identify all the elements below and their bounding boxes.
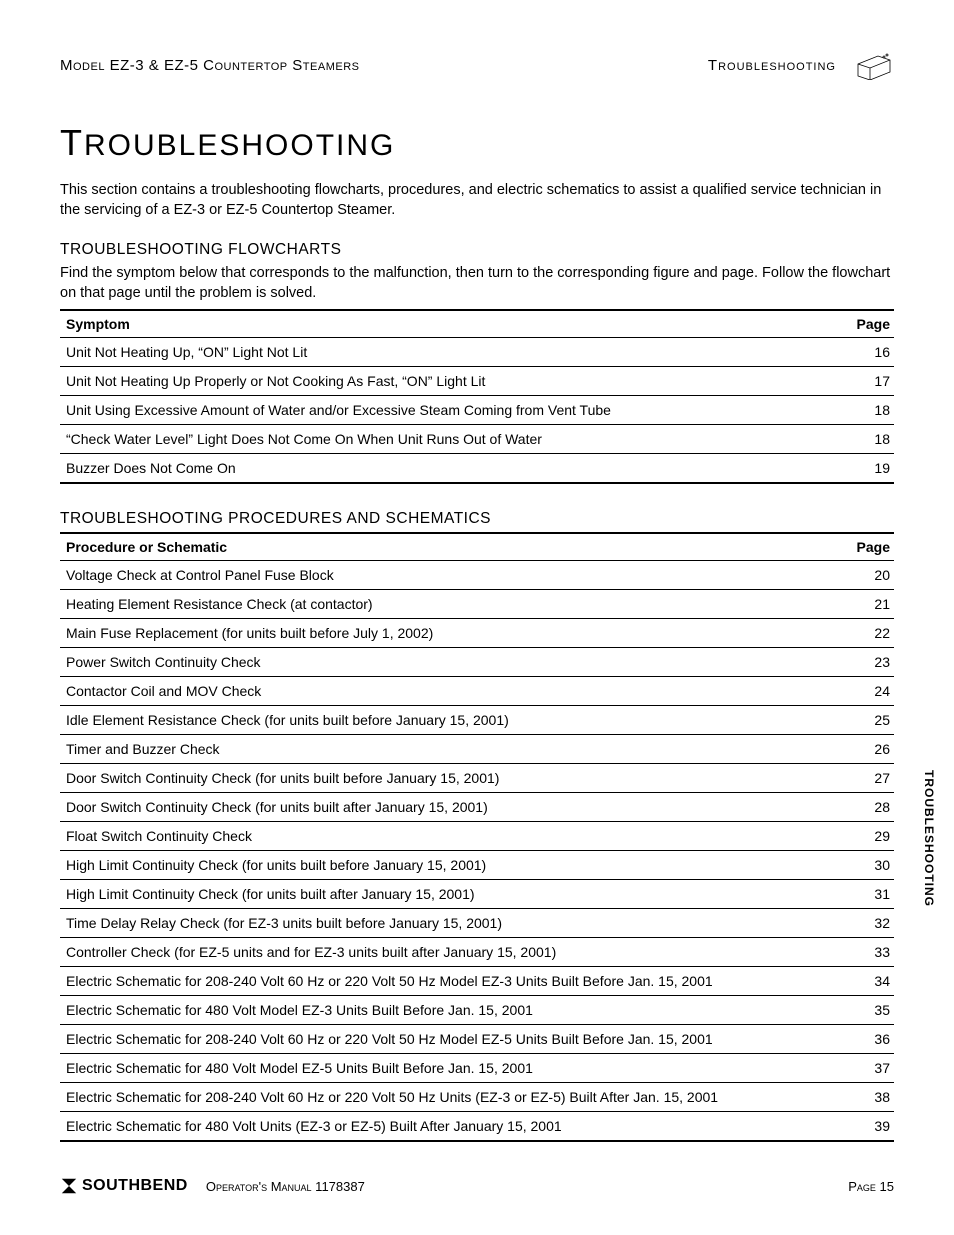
- page-cell: 38: [834, 1083, 894, 1112]
- procedure-cell: Electric Schematic for 480 Volt Model EZ…: [60, 1054, 834, 1083]
- procedure-cell: Controller Check (for EZ-5 units and for…: [60, 938, 834, 967]
- procedure-cell: Electric Schematic for 208-240 Volt 60 H…: [60, 1025, 834, 1054]
- page-cell: 25: [834, 706, 894, 735]
- symptom-cell: Unit Not Heating Up, “ON” Light Not Lit: [60, 338, 834, 367]
- symptom-cell: Unit Using Excessive Amount of Water and…: [60, 396, 834, 425]
- page-cell: 34: [834, 967, 894, 996]
- table-row: Electric Schematic for 480 Volt Model EZ…: [60, 996, 894, 1025]
- page-cell: 22: [834, 619, 894, 648]
- side-tab: TROUBLESHOOTING: [922, 770, 936, 907]
- table-row: Unit Not Heating Up, “ON” Light Not Lit1…: [60, 338, 894, 367]
- brand-logo: SOUTHBEND: [60, 1177, 188, 1195]
- col-page: Page: [834, 533, 894, 561]
- page-cell: 27: [834, 764, 894, 793]
- table-row: Door Switch Continuity Check (for units …: [60, 764, 894, 793]
- page-cell: 30: [834, 851, 894, 880]
- table-row: High Limit Continuity Check (for units b…: [60, 880, 894, 909]
- section2-heading: TROUBLESHOOTING PROCEDURES AND SCHEMATIC…: [60, 510, 894, 528]
- procedure-cell: Electric Schematic for 208-240 Volt 60 H…: [60, 1083, 834, 1112]
- footer-mid: Operator's Manual 1178387: [206, 1179, 848, 1194]
- table-row: Electric Schematic for 480 Volt Units (E…: [60, 1112, 894, 1142]
- procedure-cell: Power Switch Continuity Check: [60, 648, 834, 677]
- page-cell: 20: [834, 561, 894, 590]
- flowcharts-table: Symptom Page Unit Not Heating Up, “ON” L…: [60, 309, 894, 484]
- page-cell: 18: [834, 425, 894, 454]
- procedure-cell: Timer and Buzzer Check: [60, 735, 834, 764]
- page-cell: 18: [834, 396, 894, 425]
- table-row: Unit Not Heating Up Properly or Not Cook…: [60, 367, 894, 396]
- page-cell: 28: [834, 793, 894, 822]
- page-cell: 23: [834, 648, 894, 677]
- section1-desc: Find the symptom below that corresponds …: [60, 263, 894, 304]
- symptom-cell: “Check Water Level” Light Does Not Come …: [60, 425, 834, 454]
- brand-text: SOUTHBEND: [82, 1177, 188, 1195]
- table-row: Unit Using Excessive Amount of Water and…: [60, 396, 894, 425]
- symptom-cell: Buzzer Does Not Come On: [60, 454, 834, 484]
- procedure-cell: Electric Schematic for 480 Volt Units (E…: [60, 1112, 834, 1142]
- header-left: Model EZ-3 & EZ-5 Countertop Steamers: [60, 57, 359, 74]
- page-cell: 37: [834, 1054, 894, 1083]
- table-row: Electric Schematic for 208-240 Volt 60 H…: [60, 967, 894, 996]
- page-cell: 35: [834, 996, 894, 1025]
- table-row: Float Switch Continuity Check29: [60, 822, 894, 851]
- page-cell: 33: [834, 938, 894, 967]
- procedure-cell: Main Fuse Replacement (for units built b…: [60, 619, 834, 648]
- header-right: Troubleshooting: [708, 57, 836, 74]
- page-header: Model EZ-3 & EZ-5 Countertop Steamers Tr…: [60, 50, 894, 80]
- procedures-table: Procedure or Schematic Page Voltage Chec…: [60, 532, 894, 1142]
- table-row: Buzzer Does Not Come On19: [60, 454, 894, 484]
- col-procedure: Procedure or Schematic: [60, 533, 834, 561]
- procedure-cell: High Limit Continuity Check (for units b…: [60, 880, 834, 909]
- procedure-cell: Voltage Check at Control Panel Fuse Bloc…: [60, 561, 834, 590]
- table-row: Controller Check (for EZ-5 units and for…: [60, 938, 894, 967]
- table-row: Electric Schematic for 480 Volt Model EZ…: [60, 1054, 894, 1083]
- procedure-cell: Electric Schematic for 208-240 Volt 60 H…: [60, 967, 834, 996]
- page-cell: 31: [834, 880, 894, 909]
- page-cell: 24: [834, 677, 894, 706]
- table-row: Door Switch Continuity Check (for units …: [60, 793, 894, 822]
- page-cell: 16: [834, 338, 894, 367]
- table-row: “Check Water Level” Light Does Not Come …: [60, 425, 894, 454]
- section1-heading: TROUBLESHOOTING FLOWCHARTS: [60, 241, 894, 259]
- procedure-cell: Door Switch Continuity Check (for units …: [60, 793, 834, 822]
- procedure-cell: Time Delay Relay Check (for EZ-3 units b…: [60, 909, 834, 938]
- table-row: Electric Schematic for 208-240 Volt 60 H…: [60, 1025, 894, 1054]
- procedure-cell: High Limit Continuity Check (for units b…: [60, 851, 834, 880]
- table-row: Electric Schematic for 208-240 Volt 60 H…: [60, 1083, 894, 1112]
- page-title: TROUBLESHOOTING: [60, 122, 894, 164]
- table-row: High Limit Continuity Check (for units b…: [60, 851, 894, 880]
- footer-page: Page 15: [848, 1179, 894, 1194]
- table-row: Time Delay Relay Check (for EZ-3 units b…: [60, 909, 894, 938]
- page-cell: 39: [834, 1112, 894, 1142]
- table-row: Voltage Check at Control Panel Fuse Bloc…: [60, 561, 894, 590]
- table-row: Timer and Buzzer Check26: [60, 735, 894, 764]
- col-symptom: Symptom: [60, 310, 834, 338]
- procedure-cell: Float Switch Continuity Check: [60, 822, 834, 851]
- procedure-cell: Door Switch Continuity Check (for units …: [60, 764, 834, 793]
- intro-text: This section contains a troubleshooting …: [60, 180, 894, 221]
- footer: SOUTHBEND Operator's Manual 1178387 Page…: [60, 1177, 894, 1195]
- procedure-cell: Contactor Coil and MOV Check: [60, 677, 834, 706]
- table-row: Contactor Coil and MOV Check24: [60, 677, 894, 706]
- table-row: Main Fuse Replacement (for units built b…: [60, 619, 894, 648]
- page-cell: 21: [834, 590, 894, 619]
- page-cell: 32: [834, 909, 894, 938]
- table-row: Heating Element Resistance Check (at con…: [60, 590, 894, 619]
- steamer-icon: [854, 50, 894, 80]
- page-cell: 29: [834, 822, 894, 851]
- symptom-cell: Unit Not Heating Up Properly or Not Cook…: [60, 367, 834, 396]
- page-cell: 17: [834, 367, 894, 396]
- procedure-cell: Electric Schematic for 480 Volt Model EZ…: [60, 996, 834, 1025]
- page-cell: 19: [834, 454, 894, 484]
- table-row: Power Switch Continuity Check23: [60, 648, 894, 677]
- table-row: Idle Element Resistance Check (for units…: [60, 706, 894, 735]
- procedure-cell: Heating Element Resistance Check (at con…: [60, 590, 834, 619]
- page-cell: 36: [834, 1025, 894, 1054]
- procedure-cell: Idle Element Resistance Check (for units…: [60, 706, 834, 735]
- page-cell: 26: [834, 735, 894, 764]
- col-page: Page: [834, 310, 894, 338]
